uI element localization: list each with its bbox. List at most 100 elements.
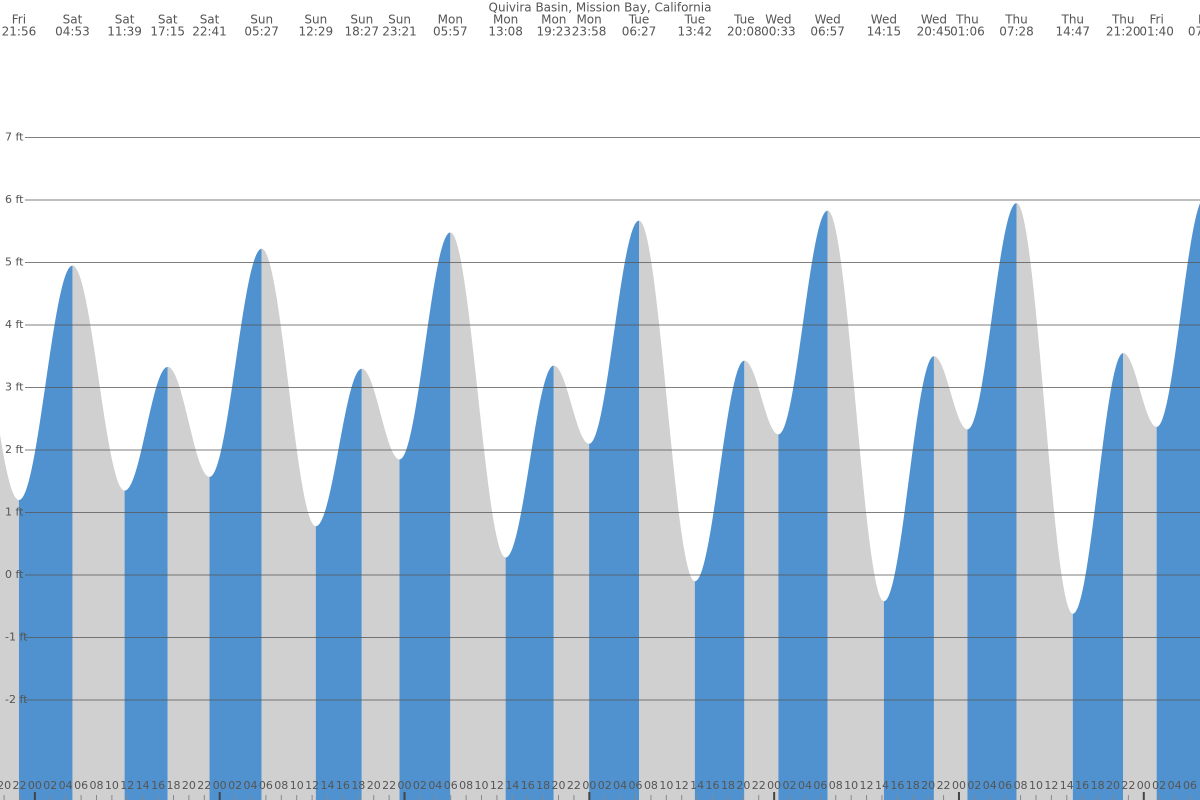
x-tick-label: 00: [1137, 779, 1151, 792]
y-tick-label: 0 ft: [5, 568, 24, 581]
time-label: 23:21: [382, 25, 417, 39]
x-tick-label: 14: [875, 779, 889, 792]
x-tick-label: 12: [675, 779, 689, 792]
x-tick-label: 10: [659, 779, 673, 792]
x-tick-label: 14: [321, 779, 335, 792]
day-label: Sat: [158, 13, 178, 27]
time-label: 14:15: [867, 25, 902, 39]
day-label: Wed: [871, 13, 897, 27]
tide-area: [399, 232, 451, 800]
y-tick-label: 6 ft: [5, 193, 24, 206]
tide-area: [209, 248, 262, 800]
x-tick-label: 22: [12, 779, 26, 792]
tide-area: [261, 248, 316, 800]
x-tick-label: 00: [213, 779, 227, 792]
tide-area: [589, 220, 640, 800]
tide-area: [505, 365, 554, 800]
time-label: 07:28: [999, 25, 1034, 39]
x-tick-label: 18: [721, 779, 735, 792]
day-label: Thu: [1004, 13, 1028, 27]
tide-area: [450, 232, 506, 800]
x-tick-label: 22: [382, 779, 396, 792]
x-tick-label: 10: [844, 779, 858, 792]
x-tick-label: 06: [998, 779, 1012, 792]
tide-area: [639, 220, 695, 800]
x-tick-label: 06: [74, 779, 88, 792]
x-tick-label: 22: [197, 779, 211, 792]
x-tick-label: 02: [1152, 779, 1166, 792]
x-tick-label: 14: [136, 779, 150, 792]
x-tick-label: 04: [983, 779, 997, 792]
time-label: 05:57: [433, 25, 468, 39]
x-tick-label: 02: [967, 779, 981, 792]
x-tick-label: 10: [475, 779, 489, 792]
tide-area: [883, 356, 934, 800]
tide-area: [694, 360, 745, 800]
x-tick-label: 10: [290, 779, 304, 792]
day-label: Wed: [815, 13, 841, 27]
tide-area: [553, 365, 590, 800]
day-label: Fri: [1149, 13, 1163, 27]
x-tick-label: 14: [1060, 779, 1074, 792]
time-label: 13:42: [678, 25, 713, 39]
tide-area: [124, 366, 168, 800]
x-tick-label: 04: [59, 779, 73, 792]
time-label: 11:39: [107, 25, 142, 39]
tide-area: [1072, 353, 1124, 800]
tide-area: [1016, 203, 1073, 800]
day-label: Sat: [200, 13, 220, 27]
day-label: Mon: [438, 13, 463, 27]
x-tick-label: 10: [1029, 779, 1043, 792]
x-tick-label: 08: [274, 779, 288, 792]
time-label: 07:58: [1188, 25, 1200, 39]
x-tick-label: 18: [536, 779, 550, 792]
time-label: 14:47: [1055, 25, 1090, 39]
x-tick-label: 12: [120, 779, 134, 792]
x-tick-label: 02: [783, 779, 797, 792]
x-tick-label: 16: [151, 779, 165, 792]
x-tick-label: 12: [1044, 779, 1058, 792]
x-tick-label: 04: [428, 779, 442, 792]
time-label: 20:08: [727, 25, 762, 39]
day-label: Sun: [350, 13, 373, 27]
x-tick-label: 08: [459, 779, 473, 792]
time-label: 20:45: [917, 25, 952, 39]
day-label: Mon: [576, 13, 601, 27]
time-label: 12:29: [299, 25, 334, 39]
time-label: 04:53: [55, 25, 90, 39]
tide-area: [18, 265, 73, 800]
x-tick-label: 20: [1106, 779, 1120, 792]
x-tick-label: 02: [43, 779, 57, 792]
time-label: 21:20: [1106, 25, 1141, 39]
day-label: Thu: [1111, 13, 1135, 27]
day-label: Thu: [1061, 13, 1085, 27]
time-label: 01:40: [1139, 25, 1174, 39]
x-tick-label: 20: [0, 779, 11, 792]
x-tick-label: 12: [490, 779, 504, 792]
x-tick-label: 04: [613, 779, 627, 792]
y-tick-label: -2 ft: [5, 693, 28, 706]
chart-title: Quivira Basin, Mission Bay, California: [489, 1, 712, 15]
x-tick-label: 20: [367, 779, 381, 792]
time-label: 00:33: [761, 25, 796, 39]
day-label: Sun: [250, 13, 273, 27]
y-tick-label: 2 ft: [5, 443, 24, 456]
x-tick-label: 22: [1121, 779, 1135, 792]
x-tick-label: 06: [444, 779, 458, 792]
x-tick-label: 06: [813, 779, 827, 792]
x-tick-label: 06: [1183, 779, 1197, 792]
day-label: Tue: [733, 13, 755, 27]
tide-area: [315, 368, 362, 800]
x-tick-label: 00: [952, 779, 966, 792]
tide-area: [72, 265, 125, 800]
y-tick-label: 5 ft: [5, 256, 24, 269]
day-label: Mon: [541, 13, 566, 27]
x-tick-label: 02: [228, 779, 242, 792]
day-label: Tue: [628, 13, 650, 27]
tide-area: [778, 210, 828, 800]
y-tick-label: 1 ft: [5, 506, 24, 519]
x-tick-label: 20: [921, 779, 935, 792]
tide-area: [1123, 353, 1157, 800]
x-tick-label: 20: [736, 779, 750, 792]
